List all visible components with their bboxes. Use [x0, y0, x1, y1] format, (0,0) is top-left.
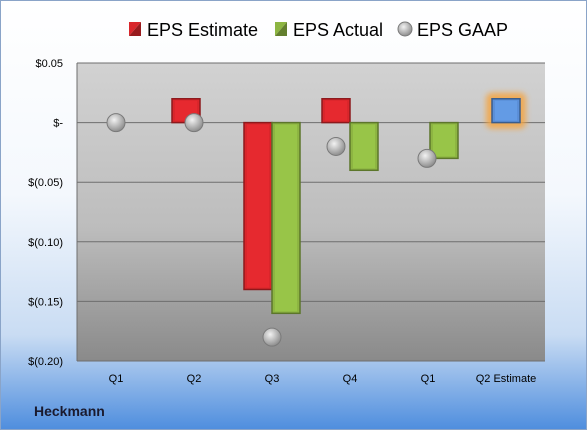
- bar-eps-estimate-highlight: [325, 100, 347, 121]
- gaap-marker: [326, 136, 346, 156]
- plot-area: [77, 63, 545, 361]
- gaap-marker: [262, 327, 282, 347]
- x-tick-label: Q2: [187, 373, 202, 385]
- gaap-marker: [106, 113, 126, 133]
- legend-swatch-estimate-shade: [129, 22, 141, 36]
- y-tick-label: $(0.10): [28, 237, 63, 249]
- company-name: Heckmann: [34, 403, 105, 419]
- y-tick-label: $(0.05): [28, 177, 63, 189]
- gaap-marker: [184, 113, 204, 133]
- bar-eps-actual-highlight: [433, 124, 455, 157]
- legend-swatch-gaap: [397, 21, 413, 37]
- y-tick-label: $-: [53, 118, 63, 130]
- legend-swatch-actual-shade: [275, 22, 287, 36]
- legend-label: EPS Estimate: [147, 20, 258, 40]
- legend-label: EPS GAAP: [417, 20, 508, 40]
- x-tick-label: Q3: [265, 373, 280, 385]
- bar-eps-actual: [271, 121, 301, 315]
- bar-estimate-upcoming: [491, 98, 521, 124]
- gaap-markers: [106, 113, 437, 347]
- gaap-marker: [417, 148, 437, 168]
- gridlines: [76, 62, 545, 362]
- legend-label: EPS Actual: [293, 20, 383, 40]
- x-tick-label: Q4: [343, 373, 358, 385]
- bar-eps-estimate: [243, 121, 273, 291]
- bar-eps-actual-highlight: [353, 124, 375, 169]
- bar-eps-actual: [349, 121, 379, 172]
- x-tick-label: Q1: [109, 373, 124, 385]
- x-axis-ticks: Q1 Q2 Q3 Q4 Q1 Q2 Estimate: [109, 373, 537, 385]
- x-tick-label: Q2 Estimate: [476, 373, 537, 385]
- x-tick-label: Q1: [421, 373, 436, 385]
- bar-eps-estimate-highlight: [247, 124, 269, 288]
- y-tick-label: $(0.15): [28, 296, 63, 308]
- legend: EPS Estimate EPS Actual EPS GAAP: [129, 20, 508, 40]
- y-axis-ticks: $0.05 $- $(0.05) $(0.10) $(0.15) $(0.20): [28, 58, 63, 368]
- y-tick-label: $0.05: [35, 58, 63, 70]
- bar-estimate-upcoming-highlight: [495, 100, 517, 121]
- bar-eps-actual: [429, 121, 459, 160]
- bar-eps-actual-highlight: [275, 124, 297, 312]
- bar-eps-estimate: [321, 98, 351, 124]
- y-tick-label: $(0.20): [28, 356, 63, 368]
